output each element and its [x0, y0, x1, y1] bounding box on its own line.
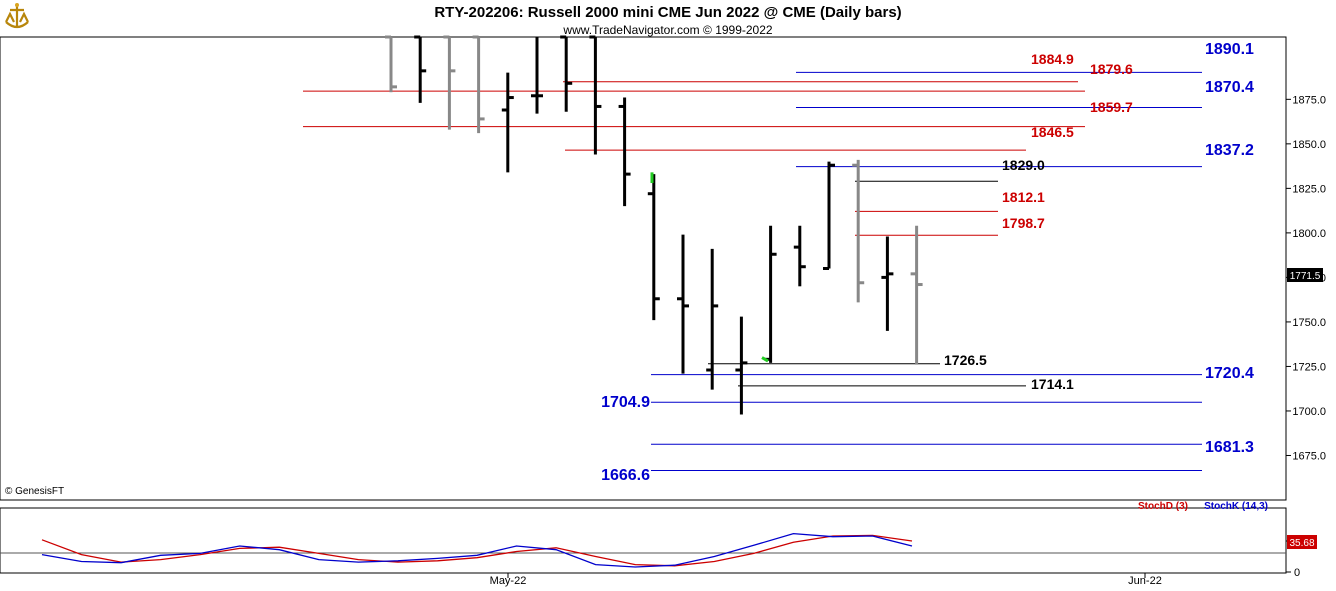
level-label: 1666.6: [601, 467, 650, 484]
last-price-marker: 1771.5: [1287, 268, 1323, 282]
stochastic-lines: [41, 532, 913, 568]
level-label: 1812.1: [1002, 189, 1045, 205]
y-tick-label: 1725.0: [1292, 361, 1326, 373]
chart-subtitle: www.TradeNavigator.com © 1999-2022: [562, 23, 772, 37]
y-tick-label: 1875.0: [1292, 94, 1326, 106]
x-label-jun: Jun-22: [1128, 575, 1162, 587]
y-tick-label: 1675.0: [1292, 450, 1326, 462]
price-pane: [0, 36, 1287, 501]
stochk-line: [41, 532, 913, 568]
level-label: 1890.1: [1205, 41, 1254, 58]
support-resistance-levels: 1890.1 1884.9 1879.6 1870.4 1859.7 1846.5 1837…: [303, 41, 1254, 484]
level-label: 1837.2: [1205, 142, 1254, 159]
ohlc-bar: [735, 316, 748, 415]
stochd-line: [41, 534, 913, 567]
ohlc-bar: [472, 35, 485, 134]
ohlc-bar: [881, 236, 894, 331]
ohlc-bar: [647, 174, 660, 321]
y-tick-label: 1750.0: [1292, 317, 1326, 329]
osc-tick-label: 0: [1294, 567, 1300, 579]
last-price-label: 1771.5: [1290, 271, 1321, 282]
level-label: 1879.6: [1090, 61, 1133, 77]
x-label-may: May-22: [490, 575, 527, 587]
ohlc-bar: [910, 225, 923, 365]
ohlc-bar: [852, 159, 865, 303]
level-label: 1798.7: [1002, 215, 1045, 231]
ohlc-bar: [443, 35, 456, 130]
legend-stochk: StochK (14,3): [1204, 501, 1268, 512]
ohlc-bar: [677, 234, 689, 374]
ohlc-bar: [793, 225, 806, 287]
level-label: 1714.1: [1031, 376, 1074, 392]
y-tick-label: 1800.0: [1292, 228, 1326, 240]
watermark: © GenesisFT: [5, 486, 64, 497]
level-label: 1681.3: [1205, 439, 1254, 456]
ohlc-bar: [618, 97, 631, 207]
price-bars: [385, 35, 923, 415]
ohlc-bar: [531, 37, 543, 114]
price-axis: 1875.01850.01825.01800.01775.01750.01725…: [1286, 94, 1326, 462]
ohlc-bar: [501, 72, 514, 173]
ohlc-bar: [706, 248, 719, 390]
level-label: 1859.7: [1090, 99, 1133, 115]
ohlc-bar: [823, 161, 835, 270]
level-label: 1726.5: [944, 352, 987, 368]
level-label: 1720.4: [1205, 365, 1254, 382]
chart-title: RTY-202206: Russell 2000 mini CME Jun 20…: [434, 4, 901, 21]
oscillator-pane: [0, 507, 1287, 574]
level-label: 1829.0: [1002, 157, 1045, 173]
y-tick-label: 1700.0: [1292, 406, 1326, 418]
ohlc-bar: [589, 35, 602, 155]
ohlc-bar: [560, 35, 573, 112]
level-label: 1704.9: [601, 394, 650, 411]
ohlc-bar: [385, 35, 397, 93]
ohlc-bar: [414, 35, 427, 103]
y-tick-label: 1825.0: [1292, 183, 1326, 195]
y-tick-label: 1850.0: [1292, 139, 1326, 151]
last-osc-label: 35.68: [1289, 538, 1314, 549]
last-osc-marker: 35.68: [1287, 535, 1317, 549]
logo-icon: [2, 2, 34, 34]
level-label: 1846.5: [1031, 124, 1074, 140]
legend-stochd: StochD (3): [1138, 501, 1188, 512]
level-label: 1884.9: [1031, 51, 1074, 67]
level-label: 1870.4: [1205, 79, 1254, 96]
signal-mark: [761, 356, 769, 363]
